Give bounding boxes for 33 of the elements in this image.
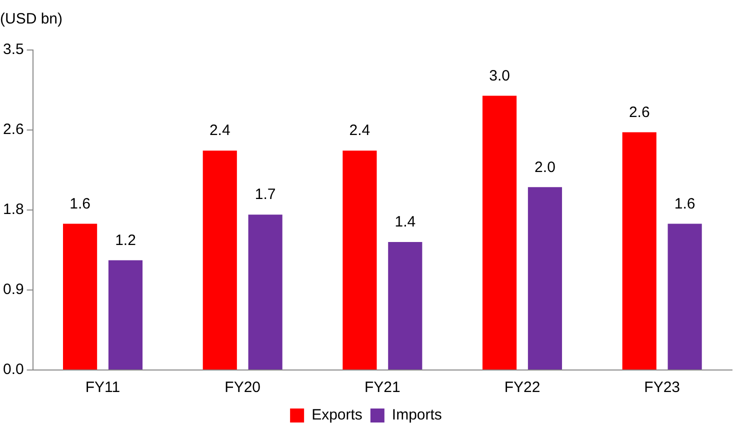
data-label: 2.4 [209, 122, 230, 140]
data-label: 3.0 [489, 67, 510, 84]
x-tick-label: FY21 [364, 379, 400, 396]
y-tick-label: 1.8 [2, 201, 24, 218]
x-tick-label: FY20 [224, 379, 261, 396]
bar [668, 224, 702, 370]
legend-label: Imports [392, 406, 442, 424]
bar [63, 224, 98, 370]
data-label: 2.4 [349, 122, 370, 140]
data-label: 1.4 [394, 214, 416, 231]
data-label: 2.0 [534, 158, 556, 176]
legend-label: Exports [312, 406, 362, 424]
x-tick-label: FY22 [504, 379, 540, 396]
bar [528, 187, 562, 370]
data-label: 1.6 [674, 195, 696, 212]
data-label: 1.2 [115, 232, 136, 249]
bar [388, 242, 422, 370]
bar [622, 132, 656, 370]
y-axis-title: (USD bn) [0, 10, 63, 28]
bar [202, 150, 237, 370]
bar [482, 96, 517, 370]
y-tick-label: 3.5 [2, 41, 24, 58]
data-label: 1.6 [70, 195, 90, 212]
y-tick-label: 0.9 [2, 281, 24, 298]
x-tick-label: FY23 [644, 379, 680, 396]
bar [108, 260, 143, 370]
y-tick-label: 2.6 [2, 121, 24, 138]
x-tick-label: FY11 [85, 379, 120, 396]
data-label: 2.6 [628, 104, 650, 121]
bar [248, 214, 282, 370]
data-label: 1.7 [254, 186, 276, 204]
y-tick-label: 0.0 [2, 361, 24, 378]
bar [342, 150, 377, 370]
